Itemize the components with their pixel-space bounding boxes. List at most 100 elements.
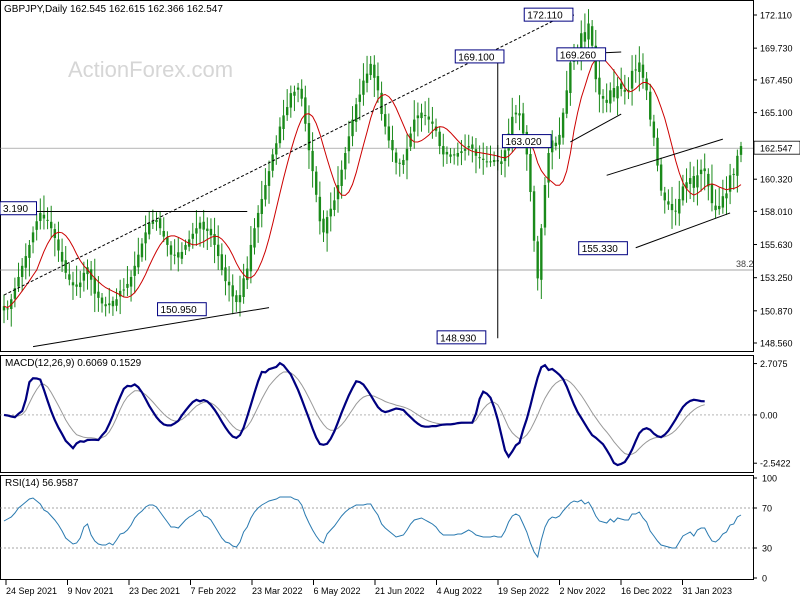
rsi-tick-label: 0 <box>762 574 767 584</box>
candle-body <box>148 222 151 235</box>
candle-body <box>587 23 590 40</box>
candle-body <box>20 265 24 277</box>
candle-body <box>17 276 20 287</box>
candle-body <box>238 295 242 303</box>
candle-body <box>590 26 594 46</box>
candle-body <box>93 277 96 294</box>
candle-body <box>325 217 329 234</box>
fib-level-label: 38.2 <box>736 259 754 269</box>
candle-body <box>97 291 100 298</box>
candle-body <box>115 299 118 306</box>
candle-body <box>184 244 187 250</box>
candle-body <box>249 244 253 272</box>
candle-body <box>315 171 318 195</box>
moving-average-line <box>3 56 742 309</box>
price-label: 3.190 <box>3 204 28 215</box>
date-tick-label: 7 Feb 2022 <box>191 586 237 596</box>
candle-body <box>151 221 155 224</box>
candle-body <box>394 152 398 163</box>
price-tick-label: 153.250 <box>760 273 793 283</box>
candle-body <box>699 169 703 175</box>
candle-body <box>485 161 489 163</box>
rsi-title: RSI(14) 56.9587 <box>5 478 79 489</box>
macd-signal-line <box>4 371 705 456</box>
candle-body <box>224 267 227 282</box>
candle-body <box>521 113 525 134</box>
candle-body <box>60 251 64 262</box>
candle-body <box>191 233 194 239</box>
candle-body <box>452 154 456 156</box>
candle-body <box>623 89 627 92</box>
candle-body <box>594 45 597 80</box>
price-annotations: 172.110 169.100 169.260 163.020 155.330 150.9… <box>0 7 628 345</box>
candle-body <box>413 119 416 132</box>
candle-body <box>478 157 481 159</box>
candle-body <box>405 148 409 161</box>
candle-body <box>347 136 351 152</box>
candle-body <box>721 196 725 208</box>
candle-body <box>13 288 17 299</box>
price-label-box <box>501 134 552 149</box>
candle-body <box>282 115 285 130</box>
date-tick-label: 23 Mar 2022 <box>252 586 303 596</box>
candle-body <box>536 241 539 279</box>
candle-body <box>336 185 340 200</box>
symbol-info: GBPJPY,Daily 162.545 162.615 162.366 162… <box>4 4 223 15</box>
candle-body <box>630 70 634 89</box>
rising-support-line <box>32 307 270 348</box>
candle-body <box>511 116 514 136</box>
candle-body <box>500 161 503 165</box>
candle-body <box>354 104 358 122</box>
rsi-line <box>3 496 742 559</box>
candle-body <box>213 234 216 245</box>
candle-body <box>275 143 278 155</box>
candle-body <box>231 285 234 297</box>
candle-body <box>333 200 336 210</box>
price-label-box <box>523 7 574 22</box>
date-tick-label: 24 Sep 2021 <box>6 586 57 596</box>
candle-body <box>49 221 53 229</box>
candle-body <box>144 232 147 244</box>
candle-body <box>449 154 452 157</box>
candle-body <box>427 116 430 120</box>
price-tick-label: 155.630 <box>760 240 793 250</box>
rsi-axis: 100 70 30 0 <box>753 474 777 584</box>
candle-body <box>140 243 144 258</box>
candle-body <box>659 164 663 191</box>
candle-body <box>75 284 78 287</box>
candle-body <box>514 112 518 115</box>
date-tick-label: 2 Nov 2022 <box>560 586 606 596</box>
price-label-box <box>454 49 505 64</box>
candle-body <box>565 90 568 114</box>
candle-body <box>558 134 561 145</box>
candle-body <box>543 185 547 228</box>
candle-body <box>278 126 282 144</box>
candle-body <box>39 212 42 221</box>
candle-body <box>529 154 532 193</box>
rsi-panel-frame <box>0 475 754 580</box>
price-label-box <box>578 241 628 256</box>
candle-body <box>641 64 645 78</box>
candle-body <box>6 308 9 310</box>
candle-body <box>362 80 365 95</box>
candle-body <box>111 300 115 307</box>
rising-channel-lower <box>635 212 731 249</box>
candle-body <box>358 94 361 102</box>
candle-body <box>104 304 107 307</box>
candle-body <box>638 62 641 73</box>
price-label: 172.110 <box>527 11 563 22</box>
candle-body <box>634 69 637 71</box>
price-label: 148.930 <box>440 333 477 344</box>
candle-body <box>155 219 158 223</box>
candle-series <box>2 9 743 327</box>
date-tick-label: 6 May 2022 <box>314 586 361 596</box>
candle-body <box>253 228 256 248</box>
price-label-box <box>436 330 487 345</box>
candle-body <box>376 76 380 91</box>
candle-body <box>688 178 692 184</box>
candle-body <box>532 191 536 241</box>
candle-body <box>42 214 46 219</box>
date-tick-label: 23 Dec 2021 <box>129 586 180 596</box>
